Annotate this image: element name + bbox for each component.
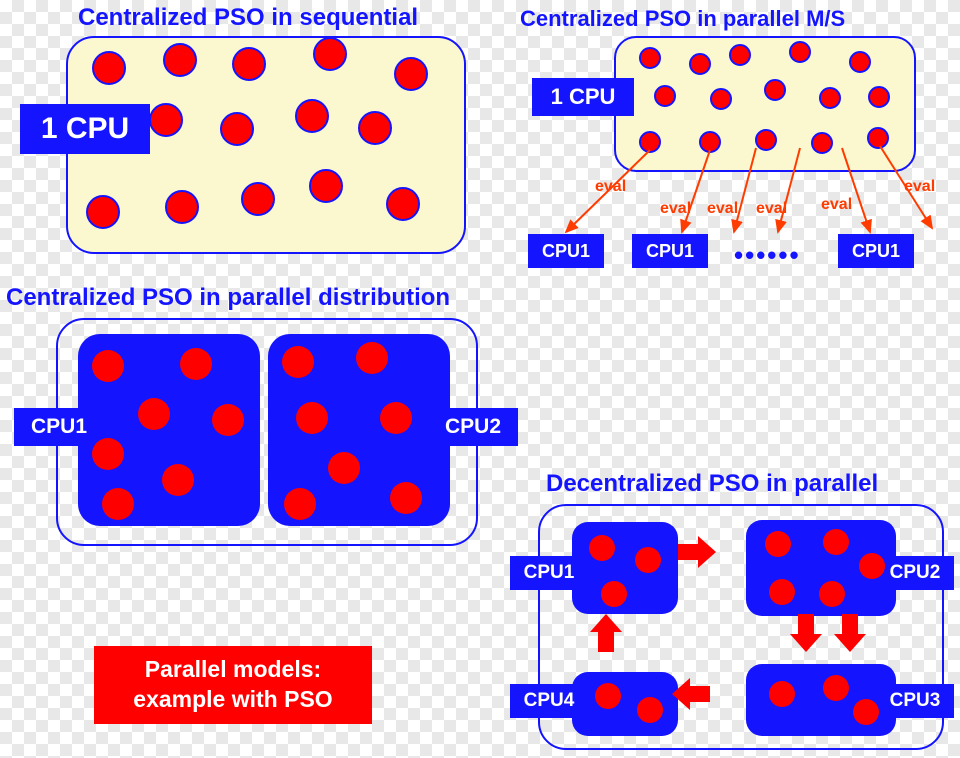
particle <box>769 681 795 707</box>
particle <box>296 402 328 434</box>
cpu-worker-box: CPU1 <box>632 234 708 268</box>
particle <box>859 553 885 579</box>
particle <box>868 86 890 108</box>
particle <box>163 43 197 77</box>
particle <box>165 190 199 224</box>
particle <box>328 452 360 484</box>
particle <box>769 579 795 605</box>
dist-cpu-label: CPU2 <box>428 408 518 446</box>
particle <box>853 699 879 725</box>
footer-line1: Parallel models: <box>133 655 332 685</box>
particle <box>92 51 126 85</box>
decentral-node <box>746 664 896 736</box>
particle <box>765 531 791 557</box>
title-ms: Centralized PSO in parallel M/S <box>520 6 845 32</box>
particle <box>699 131 721 153</box>
particle <box>811 132 833 154</box>
particle <box>86 195 120 229</box>
decentral-cpu-label: CPU4 <box>510 684 588 718</box>
cpu-ellipsis: •••••• <box>734 240 801 271</box>
cpu-worker-box: CPU1 <box>838 234 914 268</box>
particle <box>313 37 347 71</box>
particle <box>654 85 676 107</box>
eval-label: eval <box>756 200 787 218</box>
decentral-cpu-label: CPU1 <box>510 556 588 590</box>
particle <box>394 57 428 91</box>
cpu-badge-sequential: 1 CPU <box>20 104 150 154</box>
particle <box>149 103 183 137</box>
eval-label: eval <box>904 178 935 196</box>
particle <box>284 488 316 520</box>
particle <box>220 112 254 146</box>
particle <box>601 581 627 607</box>
particle <box>755 129 777 151</box>
title-decentral: Decentralized PSO in parallel <box>546 470 878 498</box>
eval-label: eval <box>707 200 738 218</box>
particle <box>589 535 615 561</box>
particle <box>92 438 124 470</box>
particle <box>282 346 314 378</box>
particle <box>823 529 849 555</box>
particle <box>849 51 871 73</box>
cpu-badge-ms: 1 CPU <box>532 78 634 116</box>
title-sequential: Centralized PSO in sequential <box>78 4 418 32</box>
particle <box>635 547 661 573</box>
eval-label: eval <box>660 200 691 218</box>
particle <box>380 402 412 434</box>
particle <box>710 88 732 110</box>
particle <box>789 41 811 63</box>
particle <box>386 187 420 221</box>
eval-label: eval <box>595 178 626 196</box>
particle <box>637 697 663 723</box>
particle <box>729 44 751 66</box>
dist-cpu-label: CPU1 <box>14 408 104 446</box>
particle <box>138 398 170 430</box>
particle <box>92 350 124 382</box>
particle <box>232 47 266 81</box>
footer-caption: Parallel models: example with PSO <box>94 646 372 724</box>
footer-line2: example with PSO <box>133 685 332 715</box>
particle <box>212 404 244 436</box>
particle <box>309 169 343 203</box>
particle <box>162 464 194 496</box>
particle <box>689 53 711 75</box>
particle <box>639 131 661 153</box>
particle <box>819 87 841 109</box>
decentral-cpu-label: CPU2 <box>876 556 954 590</box>
particle <box>295 99 329 133</box>
particle <box>823 675 849 701</box>
decentral-cpu-label: CPU3 <box>876 684 954 718</box>
particle <box>241 182 275 216</box>
particle <box>356 342 388 374</box>
particle <box>358 111 392 145</box>
particle <box>390 482 422 514</box>
particle <box>639 47 661 69</box>
eval-label: eval <box>821 196 852 214</box>
particle <box>180 348 212 380</box>
particle <box>819 581 845 607</box>
particle <box>867 127 889 149</box>
cpu-worker-box: CPU1 <box>528 234 604 268</box>
particle <box>595 683 621 709</box>
title-dist: Centralized PSO in parallel distribution <box>6 284 450 312</box>
particle <box>764 79 786 101</box>
particle <box>102 488 134 520</box>
